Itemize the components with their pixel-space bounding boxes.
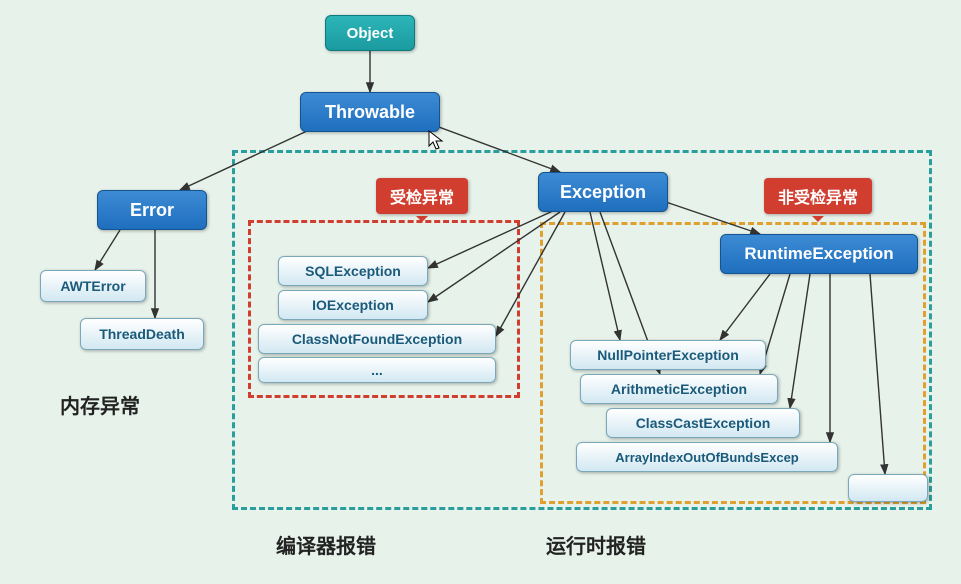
node-object-label: Object xyxy=(347,25,394,42)
node-error-label: Error xyxy=(130,200,174,221)
node-cnfe-label: ClassNotFoundException xyxy=(292,331,462,347)
node-exception-label: Exception xyxy=(560,182,646,203)
badge-checked: 受检异常 xyxy=(376,178,468,214)
node-ioex-label: IOException xyxy=(312,297,394,313)
node-ccex: ClassCastException xyxy=(606,408,800,438)
node-sqlex-label: SQLException xyxy=(305,263,401,279)
mouse-cursor-icon xyxy=(428,130,446,152)
caption-memory-text: 内存异常 xyxy=(60,396,140,418)
node-aioobe: ArrayIndexOutOfBundsExcep xyxy=(576,442,838,472)
node-threaddeath-label: ThreadDeath xyxy=(99,326,185,342)
node-throwable-label: Throwable xyxy=(325,102,415,123)
node-runtimeex-label: RuntimeException xyxy=(744,244,893,264)
caption-compiler: 编译器报错 xyxy=(276,530,376,559)
node-awterror-label: AWTError xyxy=(60,278,125,294)
node-object: Object xyxy=(325,15,415,51)
badge-unchecked: 非受检异常 xyxy=(764,178,872,214)
node-blank xyxy=(848,474,928,502)
node-exception: Exception xyxy=(538,172,668,212)
node-ccex-label: ClassCastException xyxy=(636,415,771,431)
node-cnfe: ClassNotFoundException xyxy=(258,324,496,354)
node-dots-label: ... xyxy=(371,362,383,378)
node-threaddeath: ThreadDeath xyxy=(80,318,204,350)
node-npe: NullPointerException xyxy=(570,340,766,370)
node-runtimeex: RuntimeException xyxy=(720,234,918,274)
caption-memory: 内存异常 xyxy=(60,390,140,419)
node-error: Error xyxy=(97,190,207,230)
node-arith: ArithmeticException xyxy=(580,374,778,404)
node-ioex: IOException xyxy=(278,290,428,320)
caption-compiler-text: 编译器报错 xyxy=(276,536,376,558)
node-throwable: Throwable xyxy=(300,92,440,132)
caption-runtime-text: 运行时报错 xyxy=(546,536,646,558)
node-sqlex: SQLException xyxy=(278,256,428,286)
node-arith-label: ArithmeticException xyxy=(611,381,747,397)
node-dots: ... xyxy=(258,357,496,383)
badge-unchecked-label: 非受检异常 xyxy=(778,190,858,207)
node-awterror: AWTError xyxy=(40,270,146,302)
badge-checked-label: 受检异常 xyxy=(390,190,454,207)
node-npe-label: NullPointerException xyxy=(597,347,739,363)
node-aioobe-label: ArrayIndexOutOfBundsExcep xyxy=(615,450,799,465)
caption-runtime: 运行时报错 xyxy=(546,530,646,559)
